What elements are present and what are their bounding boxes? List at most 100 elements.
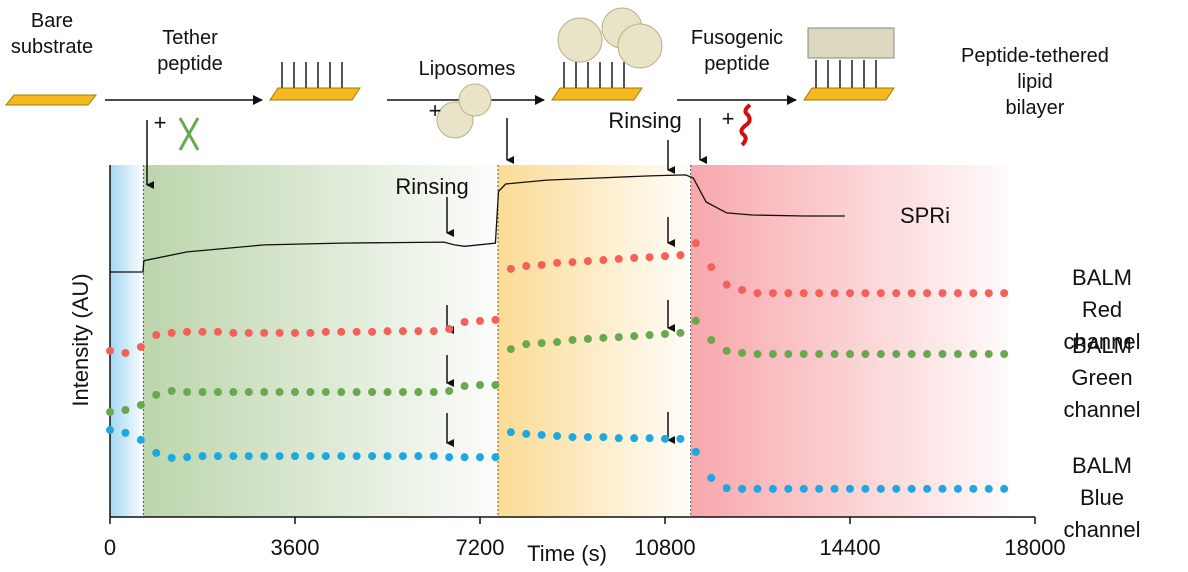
data-point (522, 430, 530, 438)
data-point (121, 429, 129, 437)
data-point (368, 328, 376, 336)
data-point (692, 239, 700, 247)
data-point (461, 453, 469, 461)
annotation: Rinsing (608, 108, 681, 133)
data-point (137, 401, 145, 409)
data-point (877, 289, 885, 297)
data-point (491, 453, 499, 461)
data-point (707, 263, 715, 271)
data-point (923, 289, 931, 297)
data-point (183, 328, 191, 336)
data-point (1000, 289, 1008, 297)
data-point (522, 340, 530, 348)
data-point (291, 329, 299, 337)
data-point (522, 262, 530, 270)
data-point (245, 329, 253, 337)
plus: + (154, 110, 167, 135)
data-point (276, 388, 284, 396)
x-tick-label: 3600 (271, 535, 320, 560)
data-point (476, 317, 484, 325)
data-point (676, 329, 684, 337)
data-point (214, 388, 222, 396)
data-point (337, 328, 345, 336)
data-point (507, 265, 515, 273)
data-point (599, 334, 607, 342)
data-point (491, 316, 499, 324)
data-point (414, 388, 422, 396)
data-point (168, 387, 176, 395)
data-point (137, 343, 145, 351)
data-point (538, 431, 546, 439)
data-point (939, 485, 947, 493)
region (110, 165, 143, 517)
x-tick-label: 10800 (634, 535, 695, 560)
data-point (754, 350, 762, 358)
data-point (784, 485, 792, 493)
data-point (646, 434, 654, 442)
data-point (214, 452, 222, 460)
plus: + (722, 106, 735, 131)
data-point (954, 350, 962, 358)
data-point (584, 335, 592, 343)
step-label: Tether peptide (157, 25, 223, 77)
data-point (121, 406, 129, 414)
data-point (769, 485, 777, 493)
data-point (723, 484, 731, 492)
data-point (723, 281, 731, 289)
data-point (399, 452, 407, 460)
data-point (831, 350, 839, 358)
data-point (368, 452, 376, 460)
data-point (723, 347, 731, 355)
data-point (584, 257, 592, 265)
data-point (646, 253, 654, 261)
data-point (1000, 350, 1008, 358)
data-point (738, 349, 746, 357)
data-point (430, 452, 438, 460)
data-point (152, 391, 160, 399)
data-point (322, 328, 330, 336)
data-point (322, 452, 330, 460)
data-point (168, 329, 176, 337)
data-point (414, 327, 422, 335)
data-point (800, 289, 808, 297)
data-point (954, 289, 962, 297)
data-point (985, 289, 993, 297)
x-tick-label: 18000 (1004, 535, 1065, 560)
data-point (553, 338, 561, 346)
data-point (245, 452, 253, 460)
data-point (368, 388, 376, 396)
data-point (738, 485, 746, 493)
data-point (214, 328, 222, 336)
data-point (800, 350, 808, 358)
data-point (661, 330, 669, 338)
data-point (199, 452, 207, 460)
data-point (615, 434, 623, 442)
data-point (337, 388, 345, 396)
data-point (692, 317, 700, 325)
data-point (445, 453, 453, 461)
data-point (676, 435, 684, 443)
data-point (892, 350, 900, 358)
data-point (306, 452, 314, 460)
data-point (384, 388, 392, 396)
data-point (538, 339, 546, 347)
y-axis-title: Intensity (AU) (68, 273, 93, 406)
data-point (507, 345, 515, 353)
data-point (599, 433, 607, 441)
data-point (630, 332, 638, 340)
data-point (306, 329, 314, 337)
legend-label: BALM Blue channel (1059, 450, 1145, 546)
data-point (414, 452, 422, 460)
data-point (430, 327, 438, 335)
data-point (923, 350, 931, 358)
data-point (260, 388, 268, 396)
data-point (507, 428, 515, 436)
data-point (553, 432, 561, 440)
data-point (661, 252, 669, 260)
legend-label: SPRi (900, 200, 950, 232)
data-point (754, 289, 762, 297)
data-point (584, 433, 592, 441)
data-point (769, 289, 777, 297)
data-point (353, 388, 361, 396)
data-point (569, 433, 577, 441)
